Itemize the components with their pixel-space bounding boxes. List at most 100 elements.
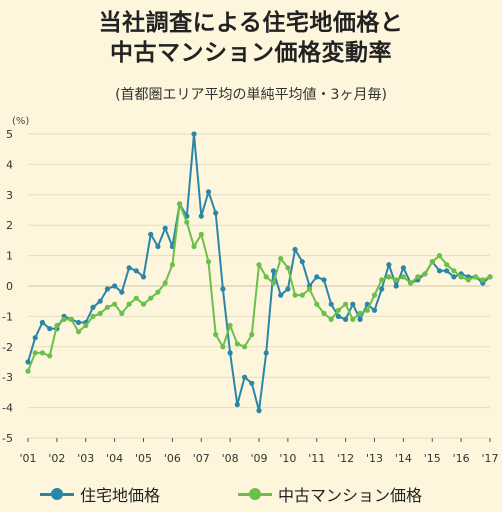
series-2-point (444, 262, 450, 268)
series-2-point (148, 295, 154, 301)
x-tick-label: '17 (481, 452, 498, 465)
series-1-point (400, 265, 406, 271)
chart-title-line-2: 中古マンション価格変動率 (110, 40, 392, 66)
series-1-point (249, 380, 255, 386)
series-2-point (133, 295, 139, 301)
y-tick-label: -1 (2, 310, 13, 323)
chart-legend: 住宅地価格 中古マンション価格 (0, 482, 502, 506)
chart-title-line-1: 当社調査による住宅地価格と (98, 10, 404, 36)
series-2-point (371, 292, 378, 298)
series-2-point (227, 322, 233, 329)
series-2-point (328, 316, 334, 322)
series-1-point (436, 268, 443, 274)
series-2-point (415, 274, 421, 280)
series-2-point (169, 262, 175, 268)
series-2-point (487, 274, 493, 280)
series-1-point (39, 319, 46, 326)
series-2-point (162, 280, 168, 286)
series-2-point (357, 310, 363, 316)
series-1-point (119, 289, 125, 295)
series-2-point (234, 341, 240, 347)
series-2-point (285, 265, 291, 271)
legend-swatch-series-1 (40, 486, 74, 502)
series-2-point (47, 353, 53, 359)
series-1-point (242, 374, 248, 380)
series-1-point (25, 359, 31, 365)
x-tick-label: '08 (222, 452, 239, 465)
x-tick-label: '06 (164, 452, 181, 465)
series-1-point (148, 231, 154, 237)
x-tick-label: '14 (395, 452, 412, 465)
series-2-point (480, 277, 486, 283)
x-tick-label: '03 (77, 452, 94, 465)
series-1-point (393, 283, 399, 289)
series-1-point (379, 286, 385, 292)
series-1-point (451, 274, 457, 280)
grid-layer (28, 133, 490, 439)
y-tick-label: 0 (6, 280, 13, 293)
series-1-point (371, 307, 378, 313)
series-2-point (39, 350, 46, 356)
series-2-point (205, 259, 212, 265)
series-2-point (263, 274, 269, 280)
series-2-point (335, 307, 341, 313)
series-1-point (112, 283, 118, 289)
series-2-point (364, 307, 370, 313)
legend-swatch-series-2 (238, 486, 272, 502)
y-tick-label: 3 (6, 189, 13, 202)
series-2-point (242, 344, 248, 350)
series-1-point (256, 408, 262, 414)
x-tick-label: '05 (135, 452, 152, 465)
series-1-point (32, 335, 38, 341)
y-tick-label: 1 (6, 250, 13, 263)
series-1-point (292, 246, 298, 253)
series-1-point (328, 301, 334, 307)
series-2-point (213, 332, 219, 338)
y-tick-label: -3 (2, 371, 13, 384)
series-2-point (278, 256, 284, 262)
series-1-point (227, 350, 233, 356)
series-2-point (292, 292, 298, 298)
x-tick-label: '15 (424, 452, 441, 465)
unit-label: (%) (12, 116, 29, 127)
series-2-point (83, 322, 89, 329)
series-2-point (451, 268, 457, 274)
series-2-point (54, 322, 60, 329)
series-2-point (119, 310, 125, 316)
series-1-point (47, 326, 53, 332)
series-2-point (458, 274, 464, 280)
series-2-point (436, 253, 443, 259)
x-tick-label: '04 (106, 452, 123, 465)
legend-marker-series-1 (51, 488, 63, 500)
series-2-point (343, 301, 349, 307)
x-tick-label: '13 (366, 452, 383, 465)
series-1-point (444, 268, 450, 274)
y-tick-label: 4 (6, 158, 13, 171)
series-1-point (90, 304, 96, 310)
series-1-point (133, 268, 139, 274)
legend-item-series-1: 住宅地価格 (40, 482, 160, 506)
series-1-point (205, 189, 212, 195)
series-1-point (350, 301, 356, 307)
series-2-point (104, 304, 110, 310)
legend-label-series-1: 住宅地価格 (80, 486, 161, 505)
series-1-point (263, 350, 269, 356)
y-tick-label: -5 (2, 432, 13, 445)
series-1-point (104, 286, 110, 292)
series-2-point (249, 332, 255, 338)
series-layer (25, 131, 493, 414)
series-2-point (379, 277, 385, 283)
axis-layer: 5 4 3 2 1 0 -1 -2 -3 -4 -5 '01 '02 '03 '04 '05 '06 '07 '08… (2, 128, 498, 465)
series-2-point (321, 310, 327, 316)
series-2-point (97, 310, 103, 316)
x-tick-label: '16 (453, 452, 470, 465)
x-tick-label: '12 (337, 452, 354, 465)
chart-title: 当社調査による住宅地価格と 中古マンション価格変動率 (0, 8, 502, 68)
y-tick-label: 2 (6, 219, 13, 232)
series-2-point (184, 219, 190, 225)
series-1-point (314, 274, 320, 280)
series-1-point (234, 402, 240, 408)
series-2-point (140, 301, 147, 307)
series-1-point (285, 286, 291, 292)
x-tick-label: '02 (48, 452, 65, 465)
